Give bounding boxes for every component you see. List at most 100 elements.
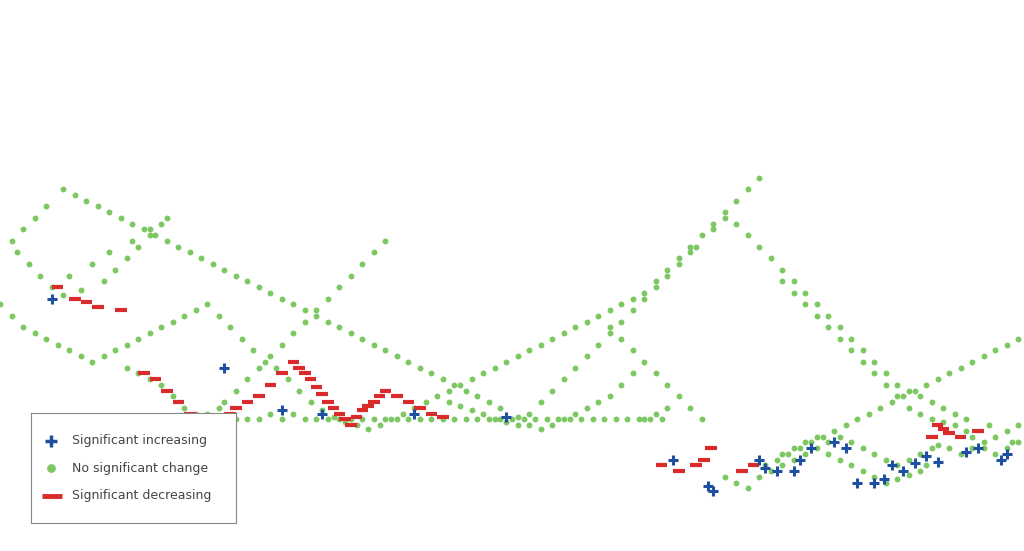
Point	[636, 415, 652, 424]
Point	[884, 398, 900, 407]
Point	[159, 214, 175, 223]
Point	[446, 380, 463, 389]
Point	[763, 254, 779, 263]
Point	[498, 413, 514, 422]
Point	[625, 369, 641, 377]
Text: Significant decreasing: Significant decreasing	[72, 489, 211, 503]
Point	[194, 417, 210, 426]
Point	[682, 248, 698, 257]
Point	[860, 409, 877, 418]
Point	[458, 415, 474, 424]
Point	[958, 447, 975, 456]
Point	[348, 420, 365, 429]
Point	[32, 271, 48, 280]
Point	[297, 317, 313, 326]
Point	[752, 174, 768, 182]
Point	[579, 352, 595, 360]
Point	[1010, 438, 1024, 447]
Point	[101, 248, 118, 257]
Point	[682, 403, 698, 412]
Point	[809, 444, 825, 452]
Point	[941, 369, 957, 377]
Point	[653, 415, 670, 424]
Point	[95, 277, 112, 285]
Point	[458, 386, 474, 395]
Point	[631, 415, 647, 424]
Point	[579, 317, 595, 326]
Point	[602, 323, 618, 332]
Point	[440, 386, 457, 395]
Point	[930, 375, 946, 383]
Point	[728, 478, 744, 487]
Point	[544, 334, 560, 343]
Point	[210, 403, 226, 412]
Point	[372, 420, 388, 429]
Point	[878, 380, 894, 389]
Point	[481, 415, 498, 424]
Point	[354, 415, 371, 424]
Point	[360, 424, 377, 433]
Point	[486, 363, 503, 372]
Point	[14, 323, 31, 332]
Point	[820, 311, 837, 320]
Point	[613, 300, 630, 309]
Point	[486, 415, 503, 424]
Point	[613, 334, 630, 343]
Point	[526, 415, 543, 424]
Point	[469, 415, 485, 424]
Point	[286, 409, 302, 418]
Point	[757, 461, 773, 470]
Point	[889, 392, 905, 401]
Point	[826, 426, 843, 435]
Point	[952, 363, 969, 372]
Point	[78, 196, 94, 205]
Point	[141, 375, 158, 383]
Point	[717, 208, 733, 217]
Point	[1022, 432, 1024, 441]
Point	[590, 340, 606, 349]
Point	[866, 478, 883, 487]
Point	[153, 380, 169, 389]
Point	[429, 392, 445, 401]
Point	[785, 288, 802, 297]
Point	[964, 444, 980, 452]
Point	[464, 375, 480, 383]
Point	[798, 300, 814, 309]
Point	[976, 444, 992, 452]
Point	[130, 242, 146, 251]
Point	[240, 277, 256, 285]
Point	[803, 438, 819, 447]
Point	[205, 260, 221, 268]
Point	[423, 415, 439, 424]
Point	[297, 415, 313, 424]
Point	[843, 461, 859, 470]
Point	[510, 413, 526, 422]
Point	[326, 413, 342, 422]
Point	[331, 323, 347, 332]
Point	[838, 444, 854, 452]
Point	[602, 328, 618, 337]
Point	[446, 415, 463, 424]
Point	[636, 358, 652, 366]
Point	[176, 311, 193, 320]
Point	[539, 415, 555, 424]
Point	[268, 363, 285, 372]
Point	[331, 415, 347, 424]
Point	[987, 346, 1004, 355]
Point	[567, 409, 584, 418]
Point	[366, 340, 382, 349]
Point	[831, 334, 848, 343]
Point	[308, 306, 325, 315]
Point	[625, 294, 641, 303]
Point	[768, 455, 784, 464]
Point	[227, 271, 244, 280]
Point	[647, 409, 664, 418]
Point	[412, 415, 428, 424]
Point	[958, 426, 975, 435]
Point	[343, 271, 359, 280]
Point	[481, 398, 498, 407]
Point	[671, 392, 687, 401]
Point	[717, 472, 733, 481]
Point	[693, 415, 710, 424]
Point	[780, 450, 797, 458]
